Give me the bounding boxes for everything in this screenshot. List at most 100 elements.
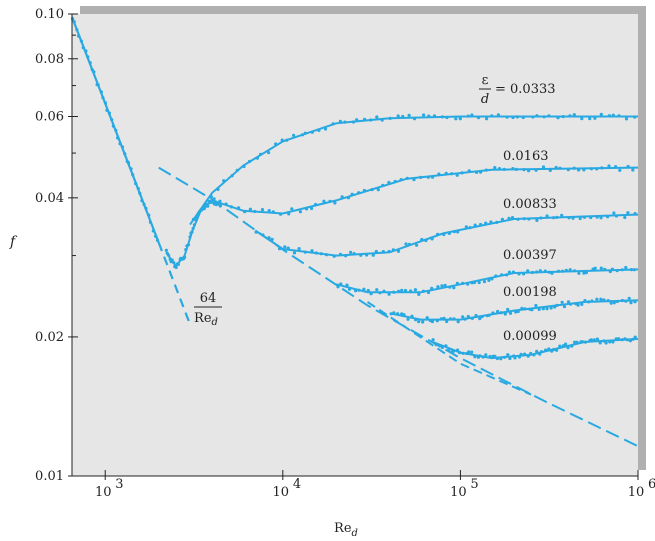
series-point — [580, 117, 584, 121]
series-point — [623, 215, 627, 220]
x-tick-label: 10 — [273, 485, 290, 500]
series-point — [421, 320, 425, 324]
series-point — [633, 335, 637, 339]
series-label: 0.0163 — [503, 149, 549, 164]
series-point — [503, 312, 507, 316]
series-point — [599, 297, 603, 301]
series-point — [506, 307, 510, 312]
series-point — [595, 297, 599, 301]
series-point — [629, 301, 633, 305]
series-label: 0.00833 — [503, 197, 557, 212]
series-point — [595, 337, 600, 341]
series-point — [508, 311, 513, 315]
series-label: = 0.0333 — [495, 82, 556, 97]
series-point — [482, 280, 487, 284]
series-label: 0.00198 — [503, 285, 557, 300]
series-point — [290, 207, 294, 211]
laminar-label-subscript: d — [212, 317, 218, 328]
series-point — [454, 117, 458, 121]
x-tick-label: 10 — [95, 485, 112, 500]
series-point — [500, 217, 504, 221]
series-point — [545, 307, 549, 311]
y-tick-label: 0.01 — [35, 469, 64, 484]
series-point — [431, 338, 435, 342]
series-point — [508, 356, 512, 361]
series-point — [541, 165, 546, 169]
series-point — [487, 278, 491, 282]
y-tick-label: 0.08 — [35, 52, 64, 67]
series-point — [292, 133, 296, 137]
plot-area — [72, 14, 638, 476]
series-point — [417, 320, 421, 324]
series-line — [432, 337, 639, 360]
series-label-denominator: d — [481, 92, 489, 107]
transition-point — [164, 248, 168, 252]
series-point — [413, 288, 417, 292]
series-point — [267, 209, 271, 213]
series-point — [618, 168, 622, 172]
series-point — [298, 210, 302, 214]
laminar-label-numerator: 64 — [200, 291, 217, 306]
smooth-pipe-line — [158, 166, 639, 448]
series-point — [349, 250, 353, 254]
smooth-pipe-line-2 — [366, 301, 532, 396]
series-point — [440, 284, 444, 288]
series-point — [456, 320, 460, 324]
series-point — [580, 302, 584, 306]
series-point — [322, 199, 326, 203]
series-point — [607, 164, 611, 168]
y-tick-label: 0.10 — [35, 7, 64, 22]
series-point — [415, 243, 419, 247]
series-point — [404, 242, 408, 246]
series-point — [564, 342, 568, 346]
series-point — [375, 288, 379, 292]
series-point — [535, 218, 539, 222]
x-tick-exponent: 4 — [293, 477, 301, 492]
series-point — [609, 301, 613, 305]
axes — [68, 13, 639, 480]
series-point — [624, 265, 628, 270]
series-point — [406, 317, 410, 321]
series-point — [626, 211, 630, 215]
series-point — [477, 280, 481, 285]
series-point — [430, 320, 434, 324]
y-tick-label: 0.02 — [35, 330, 64, 345]
series-point — [425, 316, 429, 320]
y-axis-label: f — [9, 234, 18, 250]
series-point — [560, 300, 564, 304]
series-point — [560, 213, 564, 217]
series-point — [485, 117, 489, 121]
series-point — [493, 166, 497, 170]
series-point — [470, 350, 474, 354]
series-point — [612, 211, 616, 215]
series-line — [254, 213, 639, 257]
series-point — [604, 341, 608, 345]
series-point — [577, 271, 581, 275]
series-point — [417, 292, 421, 296]
x-tick-label: 10 — [450, 485, 467, 500]
series-label-numerator: ε — [482, 73, 489, 88]
series-point — [267, 151, 271, 155]
series-line — [336, 268, 639, 294]
series-point — [631, 168, 635, 172]
curves — [70, 16, 639, 448]
series-line — [389, 299, 639, 321]
series-point — [400, 288, 404, 292]
series-point — [458, 117, 462, 121]
series-point — [566, 300, 571, 304]
series-point — [260, 208, 265, 212]
x-tick-exponent: 5 — [470, 477, 478, 492]
series-point — [506, 353, 510, 357]
series-point — [452, 286, 456, 290]
laminar-line — [70, 16, 160, 243]
series-point — [292, 251, 297, 255]
x-tick-exponent: 6 — [648, 477, 655, 492]
series-point — [624, 117, 629, 121]
series-point — [549, 306, 553, 310]
y-tick-label: 0.04 — [35, 191, 64, 206]
series-point — [582, 271, 586, 275]
series-point — [407, 113, 411, 117]
series-point — [573, 340, 577, 344]
